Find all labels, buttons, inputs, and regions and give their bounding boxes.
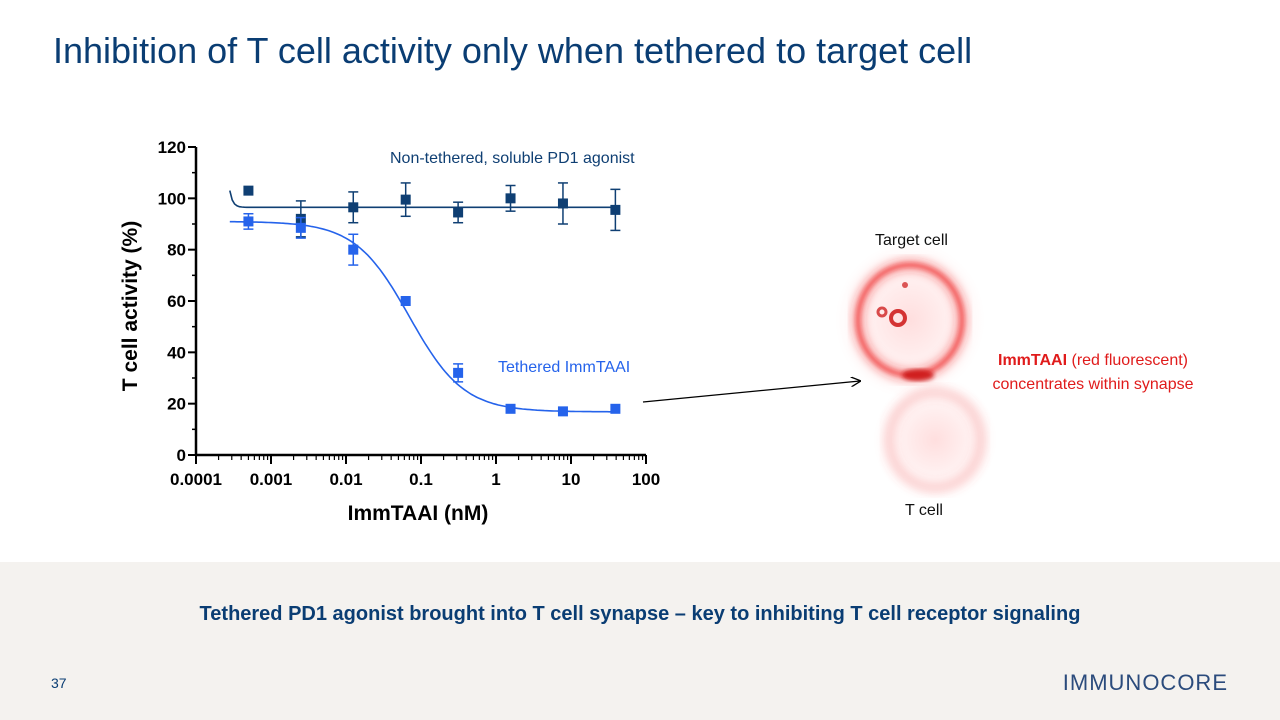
slide-title: Inhibition of T cell activity only when … [53, 30, 973, 71]
y-tick-label: 80 [167, 241, 186, 260]
t-cell-membrane [885, 388, 985, 492]
callout-rest: (red fluorescent) [1067, 352, 1188, 369]
data-point [610, 403, 621, 414]
x-tick-label: 0.0001 [170, 470, 222, 489]
data-point [505, 403, 516, 414]
data-point [243, 185, 254, 196]
y-tick-label: 120 [158, 138, 186, 157]
x-axis-title: ImmTAAI (nM) [348, 502, 489, 525]
x-tick-label: 10 [562, 470, 581, 489]
synapse-arrow [642, 381, 860, 403]
y-tick-label: 100 [158, 189, 186, 208]
fluorescence-micrograph [835, 242, 997, 500]
callout-bold: ImmTAAI [998, 352, 1068, 369]
x-tick-label: 0.1 [409, 470, 433, 489]
y-tick-label: 20 [167, 395, 186, 414]
chart-axes: 0 20 40 60 80 100 120 0.0001 0.001 0.01 0.1 1 10 100 I… [119, 138, 660, 525]
fit-curve [229, 190, 617, 209]
y-axis-title: T cell activity (%) [119, 221, 142, 391]
t-cell-label: T cell [905, 502, 943, 519]
y-tick-label: 60 [167, 292, 186, 311]
series-label: Non-tethered, soluble PD1 agonist [390, 150, 635, 167]
key-message: Tethered PD1 agonist brought into T cell… [199, 603, 1081, 625]
data-point [348, 244, 359, 255]
data-point [295, 222, 306, 233]
data-point [400, 296, 411, 306]
x-tick-label: 0.001 [250, 470, 293, 489]
data-point [610, 204, 621, 215]
chart-series: Non-tethered, soluble PD1 agonist Tethere… [229, 150, 635, 417]
x-tick-label: 1 [491, 470, 500, 489]
company-logo: IMMUNOCORE [1062, 670, 1228, 695]
x-tick-label: 0.01 [329, 470, 362, 489]
dose-response-chart: 0 20 40 60 80 100 120 0.0001 0.001 0.01 0.1 1 10 100 I… [119, 138, 997, 525]
footer-band: Tethered PD1 agonist brought into T cell… [0, 562, 1280, 720]
x-tick-label: 100 [632, 470, 660, 489]
data-point [557, 406, 568, 417]
immtaai-callout: ImmTAAI (red fluorescent) concentrates w… [958, 349, 1228, 397]
data-point [400, 194, 411, 205]
page-number: 37 [51, 675, 67, 691]
data-point [505, 193, 516, 204]
series-non-tethered: Non-tethered, soluble PD1 agonist [229, 150, 635, 238]
y-tick-label: 0 [177, 446, 186, 465]
series-label: Tethered ImmTAAI [498, 359, 630, 376]
y-tick-label: 40 [167, 343, 186, 362]
data-point [348, 202, 359, 213]
data-point [453, 207, 464, 218]
series-tethered: Tethered ImmTAAI [229, 212, 630, 417]
data-point [243, 216, 254, 227]
synapse-concentration [902, 369, 934, 381]
callout-line2: concentrates within synapse [992, 376, 1194, 393]
data-point [453, 367, 464, 378]
data-point [557, 198, 568, 209]
target-cell-label: Target cell [875, 232, 948, 249]
fit-curve [229, 220, 617, 413]
